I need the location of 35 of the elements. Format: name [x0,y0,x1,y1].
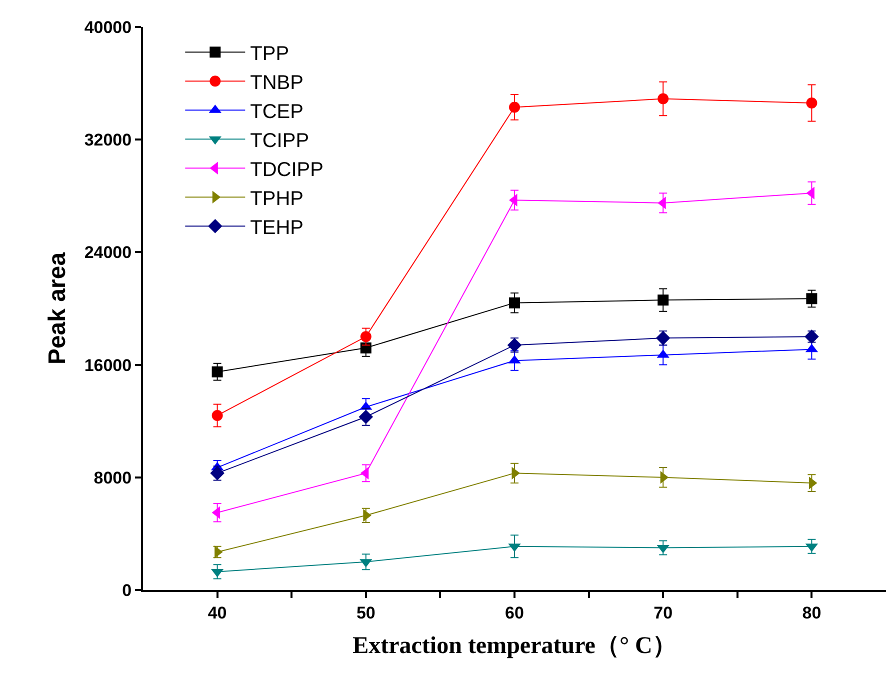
y-tick-label: 32000 [84,130,132,150]
legend-label: TNBP [250,72,304,94]
point [658,93,669,104]
legend-label: TCIPP [250,130,310,152]
point [658,294,669,306]
y-tick-label: 8000 [94,468,132,488]
y-tick-label: 0 [122,580,132,600]
point [509,102,520,113]
y-tick-label: 24000 [84,243,132,262]
point [360,342,372,354]
x-tick-label: 70 [654,603,673,622]
point [806,98,818,109]
x-tick-label: 50 [356,603,376,622]
point [507,338,522,352]
point [360,331,372,342]
point [212,366,223,378]
legend-label: TDCIPP [250,158,324,181]
legend-label: TEHP [250,216,304,239]
legend-label: TPHP [250,188,304,210]
point [212,410,223,421]
y-tick-label: 40000 [84,18,132,37]
point [804,330,819,344]
legend-label: TPP [250,42,290,65]
x-tick-label: 80 [802,603,822,622]
point [656,330,670,346]
point [509,297,520,308]
y-tick-label: 16000 [84,356,132,375]
x-tick-label: 40 [208,603,227,622]
point [210,466,224,480]
point [358,410,374,424]
x-axis-title: Extraction temperature（° C） [352,633,676,660]
legend-label: TCEP [250,100,304,123]
y-axis-title: Peak area [44,252,71,365]
point [806,293,818,304]
x-tick-label: 60 [505,603,524,622]
